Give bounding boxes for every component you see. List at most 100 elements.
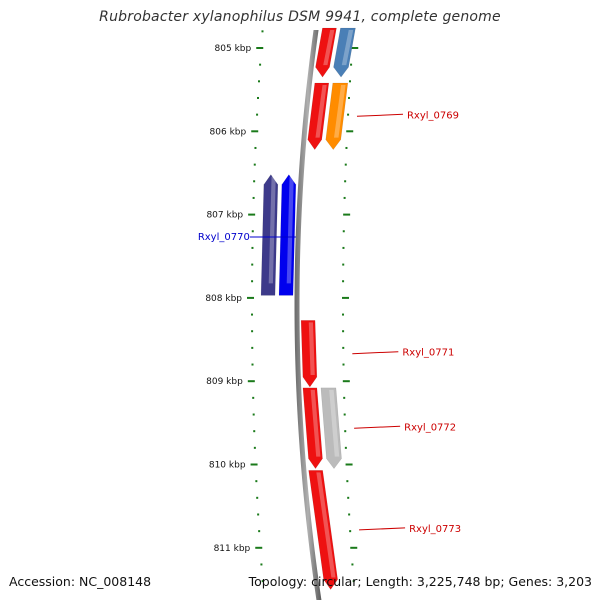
topology-text: Topology: circular; Length: 3,225,748 bp… [248, 574, 592, 589]
label-leader-Rxyl_0772 [354, 425, 401, 429]
tick-right [348, 513, 351, 516]
tick-right [346, 480, 349, 483]
tick-right [342, 230, 345, 233]
minor-tick-left [253, 430, 256, 433]
tick-right [347, 113, 350, 116]
major-tick-left [248, 213, 256, 216]
genome-backbone [294, 30, 322, 600]
label-leader-Rxyl_0773 [359, 527, 406, 531]
tick-label-808: 808 kbp [205, 294, 242, 304]
gene-arrow-Rxyl_0772 [320, 387, 342, 470]
tick-right [351, 47, 359, 49]
gene-arrow-Rxyl_0769 [325, 82, 349, 151]
gene-highlight [268, 176, 276, 284]
tick-right [352, 580, 355, 583]
minor-tick-left [258, 530, 261, 533]
tick-label-807: 807 kbp [206, 211, 243, 221]
gene-highlight [334, 84, 346, 138]
minor-tick-left [252, 196, 255, 199]
minor-tick-left [251, 230, 254, 233]
tick-right [350, 63, 353, 66]
minor-tick-left [256, 113, 259, 116]
gene-arrow-Rxyl_0773 [308, 470, 338, 590]
minor-tick-left [253, 446, 256, 449]
tick-right [342, 380, 350, 383]
minor-tick-left [252, 413, 255, 416]
tick-right [350, 546, 358, 549]
minor-tick-left [251, 363, 254, 366]
gene-arrow-Rxyl_0771 [300, 320, 318, 388]
tick-right [347, 496, 350, 499]
tick-right [342, 280, 345, 283]
tick-right [342, 313, 345, 316]
gene-highlight [308, 322, 315, 376]
gene-arrow-feature-4 [260, 174, 279, 296]
minor-tick-left [253, 163, 256, 166]
gene-highlight [286, 176, 294, 284]
major-tick-left [247, 380, 255, 383]
gene-arrow-feature-1 [333, 27, 356, 78]
minor-tick-left [254, 146, 257, 149]
tick-right [344, 430, 347, 433]
gene-arrow-Rxyl_0770 [278, 174, 297, 296]
minor-tick-left [261, 580, 264, 583]
gene-label-Rxyl_0772: Rxyl_0772 [404, 422, 456, 433]
right-tick-marks [342, 30, 359, 583]
gene-highlight [341, 30, 354, 66]
gene-label-Rxyl_0771: Rxyl_0771 [402, 348, 454, 359]
tick-right [343, 196, 346, 199]
gene-label-Rxyl_0773: Rxyl_0773 [409, 524, 461, 535]
tick-right [343, 213, 351, 216]
tick-label-806: 806 kbp [210, 127, 247, 137]
gene-highlight [316, 472, 336, 578]
tick-right [342, 296, 350, 299]
tick-right [344, 163, 347, 166]
gene-arrow-feature-2 [307, 82, 330, 151]
minor-tick-left [251, 313, 254, 316]
tick-labels: 805 kbp 806 kbp 807 kbp 808 kbp 809 kbp 810 k… [205, 44, 251, 554]
tick-right [343, 413, 346, 416]
tick-right [342, 263, 345, 266]
minor-tick-left [258, 80, 261, 83]
gene-highlight [310, 389, 321, 457]
tick-right [342, 246, 345, 249]
minor-tick-left [257, 96, 260, 99]
gene-arrow-feature-7 [302, 387, 323, 470]
tick-right [343, 396, 346, 399]
backbone-arc [294, 30, 322, 600]
tick-right [342, 363, 345, 366]
tick-label-809: 809 kbp [206, 377, 243, 387]
major-tick-left [251, 130, 259, 133]
tick-right [349, 80, 352, 83]
major-tick-left [247, 296, 255, 299]
left-tick-marks [247, 30, 264, 583]
major-tick-left [255, 546, 263, 549]
tick-right [346, 130, 354, 133]
minor-tick-left [251, 280, 254, 283]
accession-text: Accession: NC_008148 [9, 574, 152, 589]
minor-tick-left [251, 246, 254, 249]
tick-right [344, 180, 347, 183]
label-leader-Rxyl_0771 [352, 351, 399, 355]
tick-right [344, 446, 347, 449]
major-tick-left [250, 463, 258, 466]
tick-right [342, 330, 345, 333]
tick-right [345, 463, 353, 466]
minor-tick-left [256, 496, 259, 499]
map-title: Rubrobacter xylanophilus DSM 9941, compl… [99, 9, 501, 25]
tick-label-811: 811 kbp [214, 544, 251, 554]
minor-tick-left [259, 63, 262, 66]
tick-right [342, 346, 345, 349]
gene-highlight [323, 30, 335, 66]
gene-arrow-feature-0 [315, 27, 337, 78]
minor-tick-left [251, 346, 254, 349]
gene-label-Rxyl_0770: Rxyl_0770 [198, 232, 250, 243]
minor-tick-left [251, 263, 254, 266]
tick-label-805: 805 kbp [215, 44, 252, 54]
minor-tick-left [252, 396, 255, 399]
minor-tick-left [255, 480, 258, 483]
minor-tick-left [260, 563, 263, 566]
gene-highlight [315, 84, 327, 138]
label-leader-Rxyl_0769 [356, 113, 404, 117]
